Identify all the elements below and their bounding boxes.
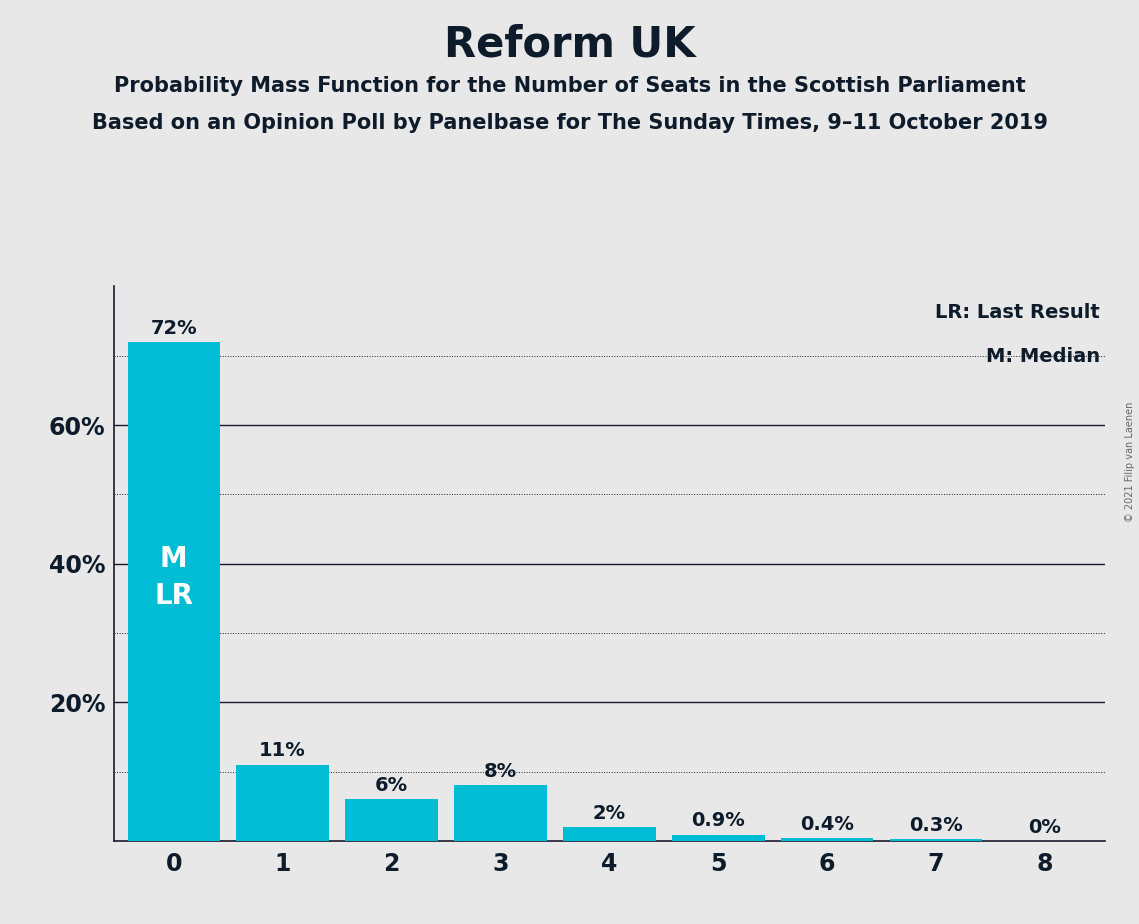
Text: Reform UK: Reform UK [444, 23, 695, 65]
Bar [890, 839, 982, 841]
Text: M: Median: M: Median [985, 347, 1100, 367]
Text: 0.9%: 0.9% [691, 811, 745, 831]
Text: Based on an Opinion Poll by Panelbase for The Sunday Times, 9–11 October 2019: Based on an Opinion Poll by Panelbase fo… [91, 113, 1048, 133]
Bar [237, 765, 329, 841]
Text: LR: Last Result: LR: Last Result [935, 303, 1100, 322]
Text: 72%: 72% [150, 319, 197, 338]
Text: 11%: 11% [260, 741, 306, 760]
Text: 0%: 0% [1029, 818, 1062, 837]
Bar [345, 799, 437, 841]
Bar [563, 827, 656, 841]
Text: 6%: 6% [375, 776, 408, 795]
Text: M
LR: M LR [154, 545, 194, 610]
Text: 0.4%: 0.4% [801, 815, 854, 833]
Text: 2%: 2% [592, 804, 626, 822]
Text: © 2021 Filip van Laenen: © 2021 Filip van Laenen [1125, 402, 1134, 522]
Text: Probability Mass Function for the Number of Seats in the Scottish Parliament: Probability Mass Function for the Number… [114, 76, 1025, 96]
Bar [128, 342, 220, 841]
Bar [672, 834, 764, 841]
Text: 0.3%: 0.3% [909, 816, 962, 834]
Bar [781, 838, 874, 841]
Bar [454, 785, 547, 841]
Text: 8%: 8% [484, 762, 517, 782]
